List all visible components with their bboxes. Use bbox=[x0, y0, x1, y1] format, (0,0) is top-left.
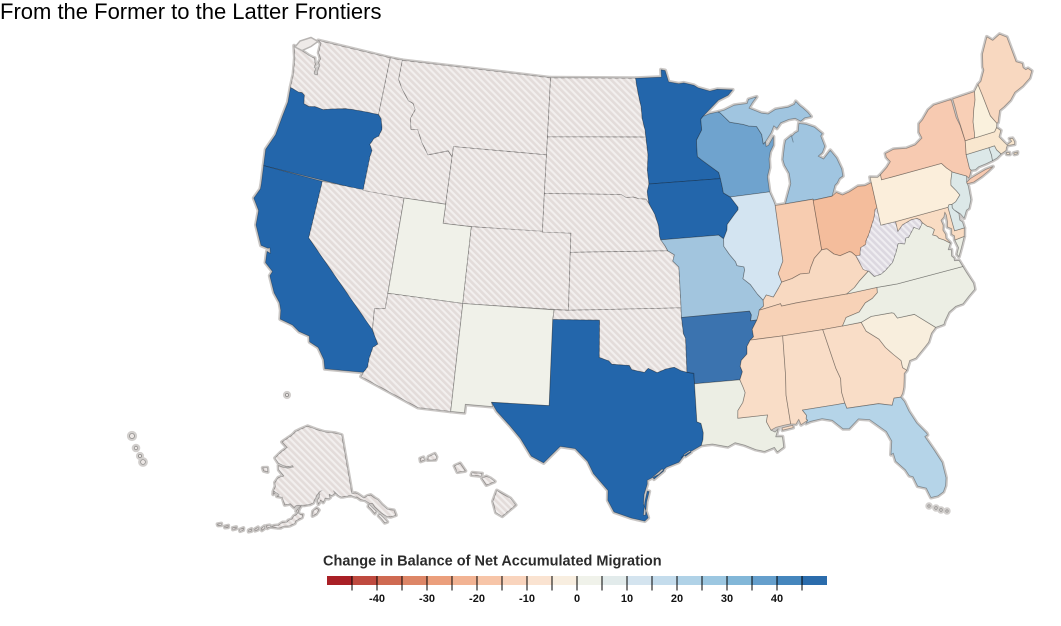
svg-text:-40: -40 bbox=[369, 593, 385, 605]
svg-text:20: 20 bbox=[671, 593, 683, 605]
svg-text:40: 40 bbox=[771, 593, 783, 605]
svg-text:-20: -20 bbox=[469, 593, 485, 605]
svg-text:-30: -30 bbox=[419, 593, 435, 605]
svg-text:-10: -10 bbox=[519, 593, 535, 605]
svg-text:Change in Balance of Net Accum: Change in Balance of Net Accumulated Mig… bbox=[323, 554, 662, 570]
svg-text:30: 30 bbox=[721, 593, 733, 605]
svg-text:10: 10 bbox=[621, 593, 633, 605]
svg-text:0: 0 bbox=[574, 593, 580, 605]
